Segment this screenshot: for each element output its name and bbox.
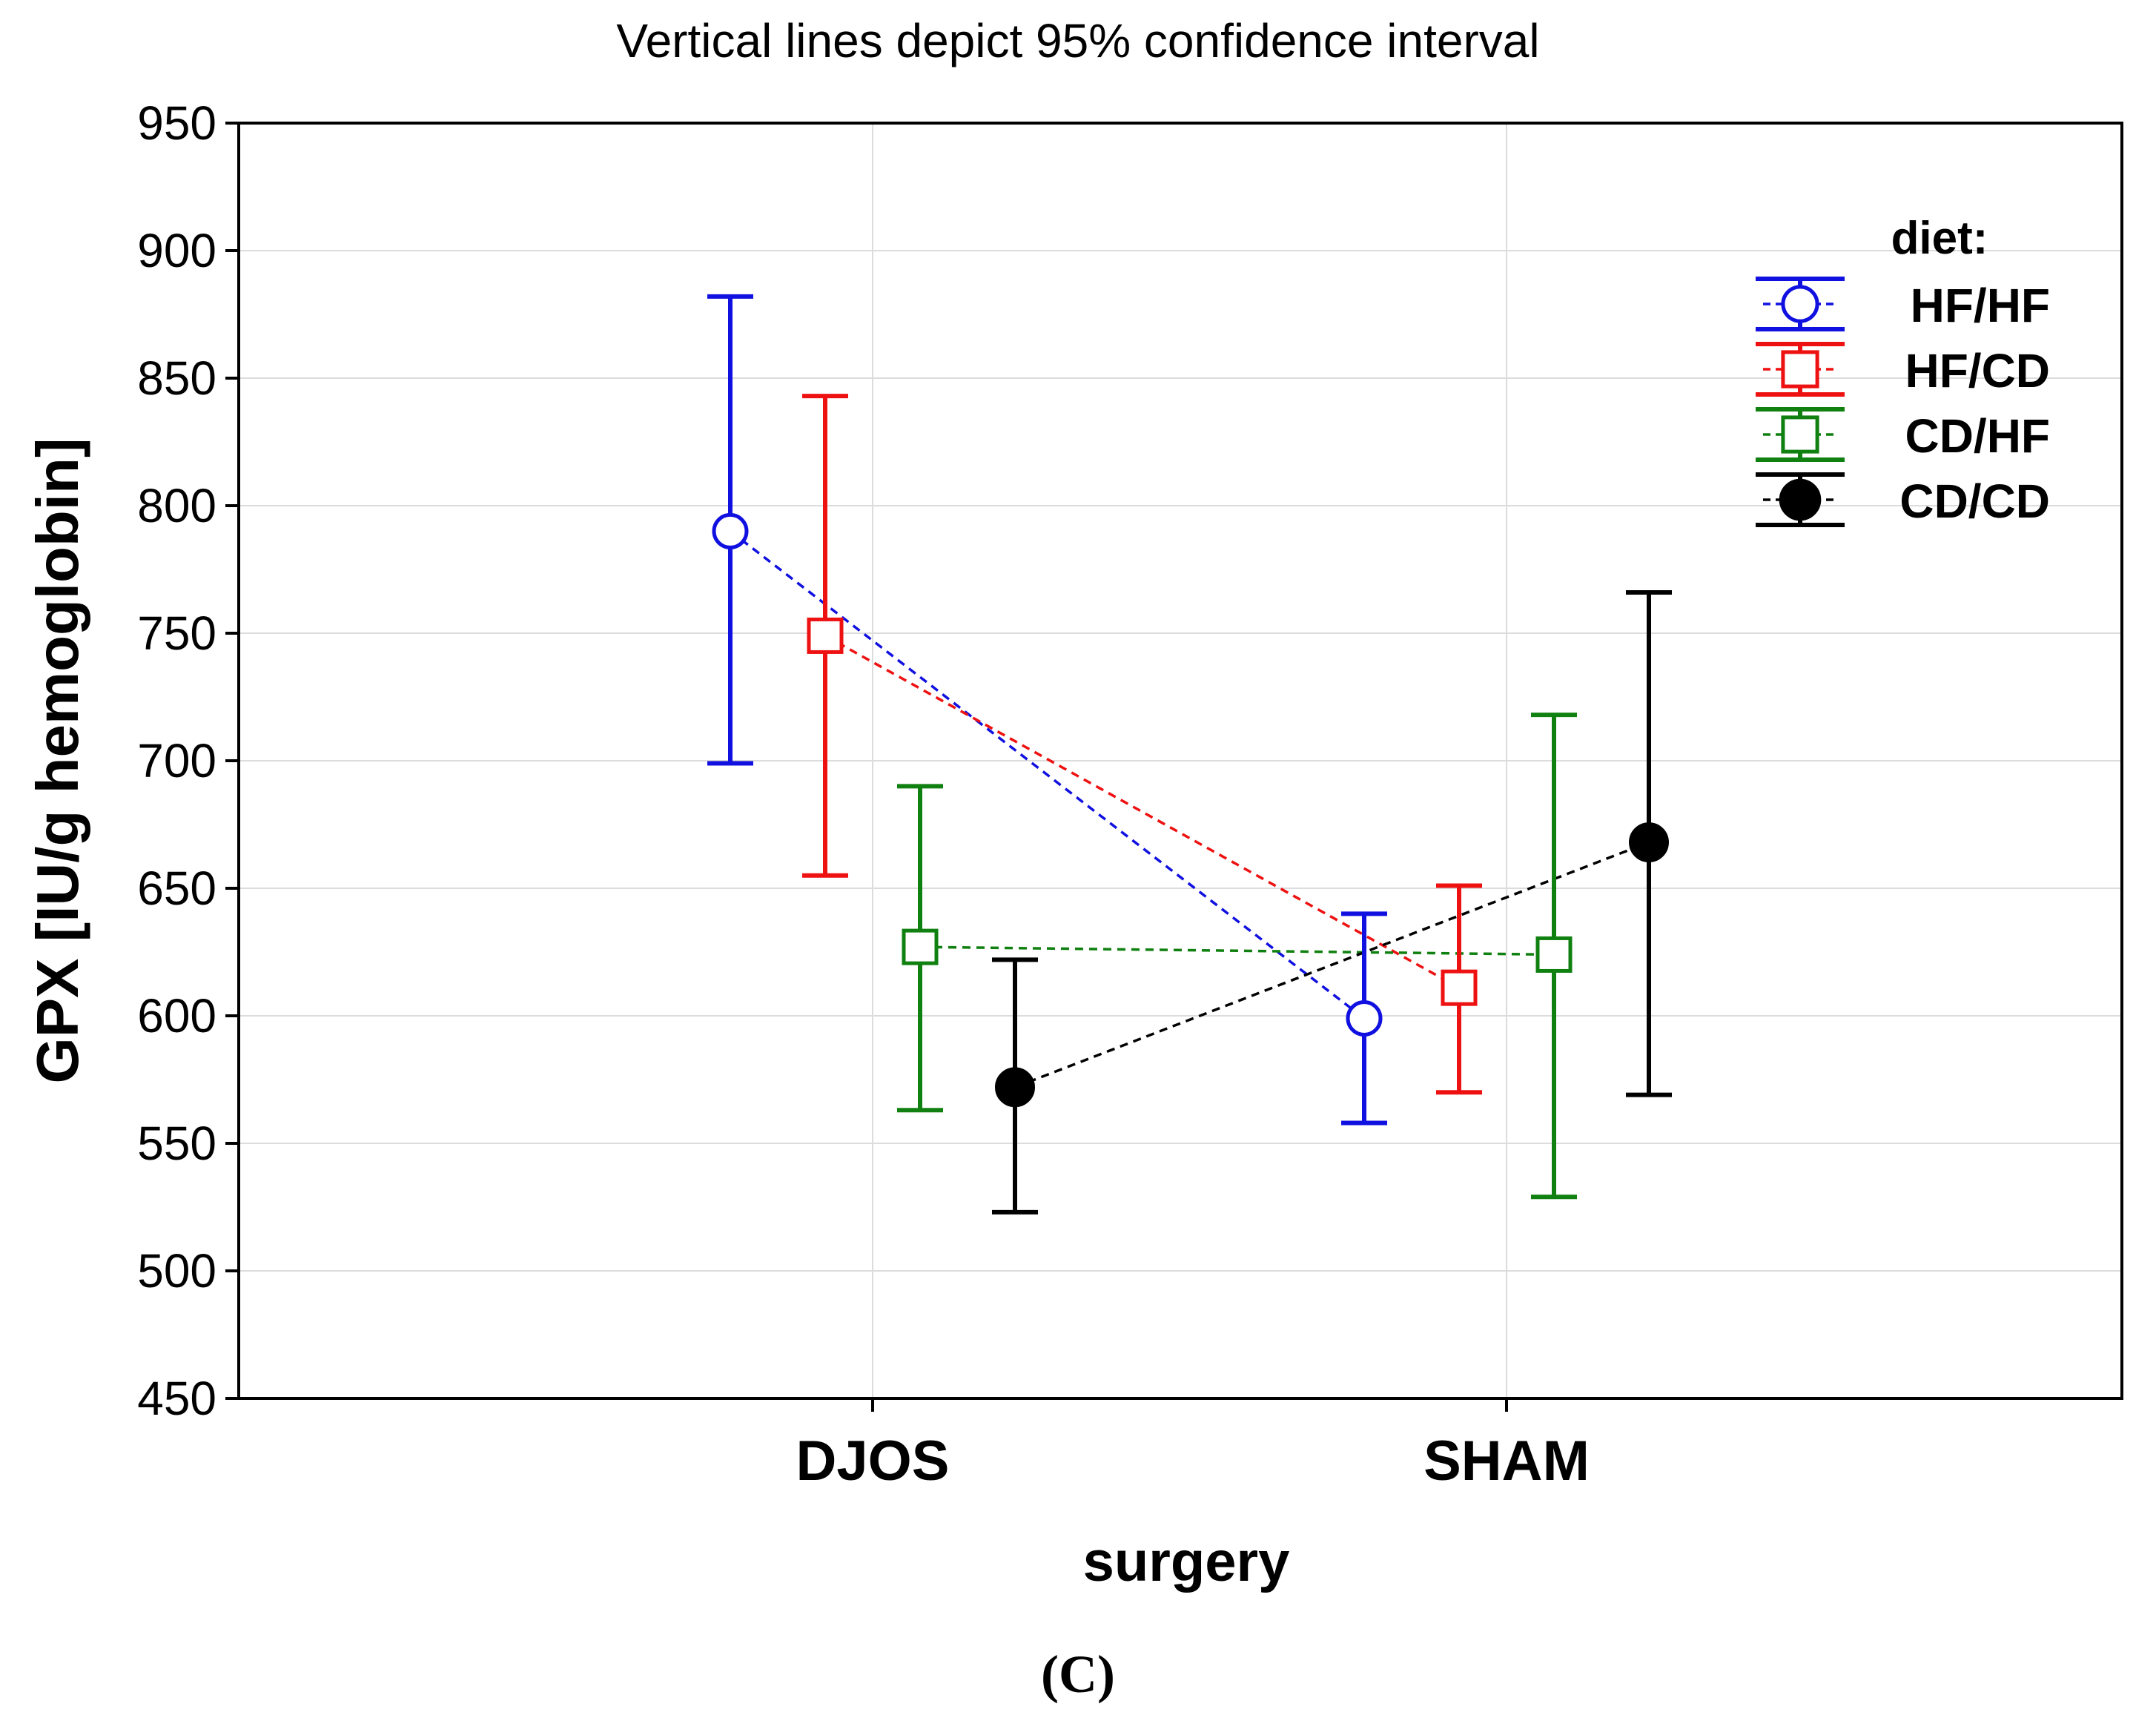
legend-marker-hf-cd — [1781, 350, 1819, 389]
y-axis-label: GPX [IU/g hemoglobin] — [24, 437, 90, 1083]
data-point-cd-hf — [1535, 936, 1573, 973]
connector-line-cd-cd — [1014, 841, 1650, 1088]
legend-items: HF/HF HF/CD CD/HF CD/CD — [1756, 277, 2050, 528]
y-tick-label: 550 — [137, 1117, 216, 1170]
legend-item-cd-cd: CD/CD — [1756, 472, 2050, 528]
y-tick-label: 500 — [137, 1244, 216, 1298]
legend-label-hf-hf: HF/HF — [1911, 279, 2050, 332]
y-tick-label: 850 — [137, 351, 216, 405]
x-tick-label: SHAM — [1423, 1430, 1590, 1493]
legend-label-cd-hf: CD/HF — [1905, 409, 2050, 463]
legend-item-hf-cd: HF/CD — [1756, 342, 2050, 397]
y-tick-label: 950 — [137, 96, 216, 150]
data-point-hf-cd — [1441, 969, 1478, 1006]
data-point-hf-hf — [1346, 999, 1383, 1037]
legend-item-cd-hf: CD/HF — [1756, 407, 2050, 463]
y-tick-label: 450 — [137, 1372, 216, 1425]
y-tick-label: 900 — [137, 224, 216, 277]
data-point-cd-cd — [1629, 822, 1669, 863]
data-point-cd-hf — [902, 928, 939, 965]
legend-marker-cd-cd — [1779, 478, 1822, 521]
x-axis-label: surgery — [1083, 1530, 1290, 1593]
x-tick-label: DJOS — [796, 1430, 950, 1493]
connector-line-hf-hf — [729, 530, 1366, 1020]
chart-title: Vertical lines depict 95% confidence int… — [616, 14, 1539, 67]
y-tick-label: 800 — [137, 479, 216, 532]
data-markers — [712, 512, 1669, 1108]
y-tick-label: 750 — [137, 607, 216, 660]
legend-title: diet: — [1891, 213, 1988, 264]
y-tick-label: 700 — [137, 734, 216, 787]
y-axis-ticks: 450 500 550 600 650 700 750 800 850 900 950 — [137, 96, 239, 1425]
legend-item-hf-hf: HF/HF — [1756, 277, 2050, 332]
connector-line-hf-cd — [824, 634, 1460, 989]
legend-label-cd-cd: CD/CD — [1899, 475, 2050, 528]
data-point-hf-hf — [712, 512, 749, 549]
y-tick-label: 600 — [137, 989, 216, 1042]
data-point-cd-cd — [995, 1067, 1035, 1108]
grid-lines — [239, 123, 2122, 1398]
legend: diet: HF/HF HF/CD CD/HF CD/CD — [1756, 213, 2050, 528]
y-tick-label: 650 — [137, 862, 216, 915]
x-axis-ticks: DJOS SHAM — [796, 1398, 1590, 1493]
data-point-hf-cd — [807, 617, 844, 654]
panel-label: (C) — [1041, 1645, 1115, 1704]
legend-marker-hf-hf — [1781, 285, 1819, 323]
series-connectors — [729, 530, 1650, 1088]
legend-marker-cd-hf — [1781, 415, 1819, 454]
legend-label-hf-cd: HF/CD — [1905, 344, 2050, 397]
connector-line-cd-hf — [919, 945, 1555, 956]
